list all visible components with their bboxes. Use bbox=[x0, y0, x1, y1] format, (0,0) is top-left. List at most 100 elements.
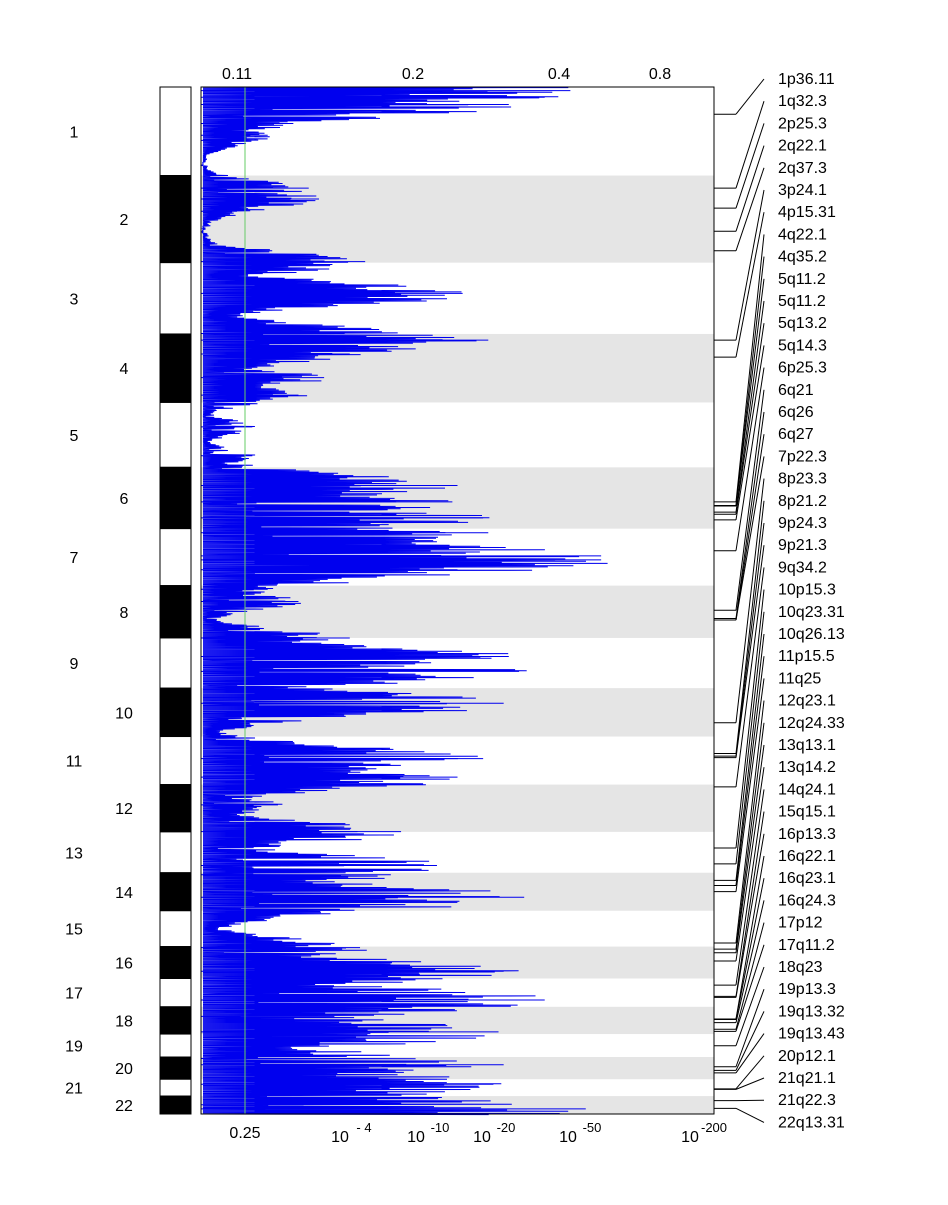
cytoband-label: 5q14.3 bbox=[778, 337, 827, 354]
chromosome-label: 1 bbox=[70, 124, 79, 141]
ideogram-chr-11 bbox=[160, 737, 191, 785]
cytoband-label: 10q23.31 bbox=[778, 604, 845, 621]
cytoband-label: 22q13.31 bbox=[778, 1114, 845, 1131]
callout-leader bbox=[736, 1034, 764, 1073]
ideogram-chr-12 bbox=[160, 785, 191, 832]
callout-leader bbox=[736, 168, 764, 251]
band-chr-8 bbox=[201, 586, 714, 638]
chromosome-ideogram bbox=[160, 87, 191, 1114]
cytoband-label: 10q26.13 bbox=[778, 626, 845, 643]
chromosome-label: 14 bbox=[115, 885, 133, 902]
cytoband-label: 18q23 bbox=[778, 959, 823, 976]
cytoband-label: 16q23.1 bbox=[778, 870, 836, 887]
cytoband-label: 12q24.33 bbox=[778, 715, 845, 732]
bottom-tick-exponent: -200 bbox=[701, 1120, 727, 1135]
cytoband-label: 5q11.2 bbox=[778, 293, 826, 310]
chromosome-label: 4 bbox=[120, 361, 129, 378]
cytoband-label: 6p25.3 bbox=[778, 360, 827, 377]
ideogram-chr-6 bbox=[160, 467, 191, 528]
ideogram-chr-7 bbox=[160, 529, 191, 586]
cytoband-label: 19q13.32 bbox=[778, 1003, 845, 1020]
chromosome-label: 22 bbox=[115, 1098, 133, 1115]
cytoband-label: 11q25 bbox=[778, 670, 821, 687]
callout-leader bbox=[736, 878, 764, 1019]
callout-leader bbox=[736, 79, 764, 114]
ideogram-chr-8 bbox=[160, 586, 191, 638]
cytoband-label: 5q13.2 bbox=[778, 315, 827, 332]
chromosome-label: 17 bbox=[65, 986, 83, 1003]
cytoband-label: 16q22.1 bbox=[778, 848, 836, 865]
ideogram-chr-2 bbox=[160, 176, 191, 263]
callout-leader bbox=[736, 767, 764, 961]
cytoband-callouts: 1p36.111q32.32p25.32q22.12q37.33p24.14p1… bbox=[714, 71, 845, 1131]
cytoband-label: 16p13.3 bbox=[778, 826, 836, 843]
ideogram-chr-17 bbox=[160, 979, 191, 1007]
cytoband-label: 1p36.11 bbox=[778, 71, 835, 88]
ideogram-chr-10 bbox=[160, 688, 191, 736]
ideogram-chr-18 bbox=[160, 1007, 191, 1034]
ideogram-chr-5 bbox=[160, 402, 191, 467]
ideogram-chr-4 bbox=[160, 334, 191, 402]
cytoband-label: 2p25.3 bbox=[778, 115, 827, 132]
chromosome-label: 18 bbox=[115, 1013, 133, 1030]
cytoband-label: 5q11.2 bbox=[778, 271, 826, 288]
cytoband-label: 10p15.3 bbox=[778, 582, 836, 599]
ideogram-chr-14 bbox=[160, 873, 191, 911]
bottom-tick-base: 10 bbox=[559, 1129, 577, 1146]
cytoband-label: 9q34.2 bbox=[778, 559, 827, 576]
cytoband-label: 4p15.31 bbox=[778, 204, 836, 221]
chromosome-label: 7 bbox=[70, 550, 79, 567]
chromosome-label: 20 bbox=[115, 1061, 133, 1078]
cytoband-label: 17p12 bbox=[778, 915, 823, 932]
ideogram-chr-21 bbox=[160, 1079, 191, 1096]
ideogram-chr-22 bbox=[160, 1096, 191, 1114]
bottom-tick-base: 10 bbox=[681, 1129, 699, 1146]
cytoband-label: 6q27 bbox=[778, 426, 814, 443]
cytoband-label: 9p21.3 bbox=[778, 537, 827, 554]
cytoband-label: 19q13.43 bbox=[778, 1026, 845, 1043]
ideogram-chr-13 bbox=[160, 832, 191, 873]
bottom-tick-base: 10 bbox=[407, 1129, 425, 1146]
chromosome-label: 8 bbox=[120, 605, 129, 622]
cytoband-label: 15q15.1 bbox=[778, 804, 836, 821]
top-tick-label: 0.8 bbox=[649, 66, 671, 83]
chromosome-label: 5 bbox=[70, 428, 79, 445]
chromosome-label: 12 bbox=[115, 801, 133, 818]
cytoband-label: 21q21.1 bbox=[778, 1070, 836, 1087]
cytoband-label: 11p15.5 bbox=[778, 648, 835, 665]
cytoband-label: 17q11.2 bbox=[778, 937, 835, 954]
bottom-tick-label: 0.25 bbox=[229, 1125, 260, 1142]
callout-leader bbox=[736, 123, 764, 208]
cytoband-label: 20p12.1 bbox=[778, 1048, 836, 1065]
ideogram-chr-3 bbox=[160, 263, 191, 334]
cytoband-label: 4q22.1 bbox=[778, 226, 827, 243]
ideogram-chr-9 bbox=[160, 638, 191, 688]
bottom-tick-exponent: -10 bbox=[431, 1120, 450, 1135]
top-tick-label: 0 bbox=[222, 66, 231, 83]
chromosome-label: 16 bbox=[115, 956, 133, 973]
cytoband-label: 13q13.1 bbox=[778, 737, 836, 754]
bottom-tick-exponent: - 4 bbox=[356, 1120, 371, 1135]
cytoband-label: 21q22.3 bbox=[778, 1092, 836, 1109]
chromosome-label: 2 bbox=[120, 212, 129, 229]
cytoband-label: 1q32.3 bbox=[778, 93, 827, 110]
cytoband-label: 16q24.3 bbox=[778, 892, 836, 909]
ideogram-chr-1 bbox=[160, 87, 191, 176]
chromosome-label: 11 bbox=[66, 754, 83, 771]
ideogram-chr-19 bbox=[160, 1034, 191, 1057]
cytoband-label: 8p23.3 bbox=[778, 471, 827, 488]
top-tick-label: .11 bbox=[231, 66, 252, 83]
cytoband-label: 3p24.1 bbox=[778, 182, 827, 199]
chromosome-label: 10 bbox=[115, 705, 133, 722]
cytoband-label: 8p21.2 bbox=[778, 493, 827, 510]
callout-leader bbox=[736, 146, 764, 232]
chromosome-label: 21 bbox=[65, 1081, 83, 1098]
chromosome-label: 15 bbox=[65, 922, 83, 939]
cytoband-label: 12q23.1 bbox=[778, 693, 836, 710]
chromosome-label: 3 bbox=[70, 291, 79, 308]
cytoband-label: 6q21 bbox=[778, 382, 814, 399]
chromosome-label: 9 bbox=[70, 656, 79, 673]
cytoband-label: 19p13.3 bbox=[778, 981, 836, 998]
